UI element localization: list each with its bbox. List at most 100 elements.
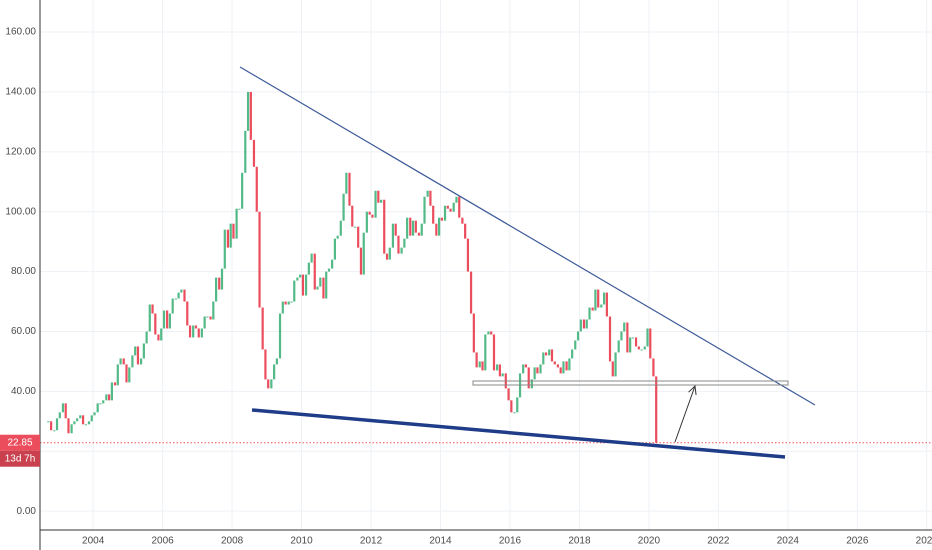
- candle: [136, 346, 140, 365]
- candle: [423, 196, 426, 224]
- candle: [194, 325, 198, 329]
- candle: [168, 313, 172, 329]
- candle: [53, 430, 56, 432]
- candle: [258, 211, 261, 308]
- candle: [255, 166, 258, 212]
- y-tick-label: 140.00: [5, 87, 36, 98]
- candle: [542, 352, 545, 365]
- candle: [524, 364, 528, 368]
- support-zone: [472, 380, 789, 386]
- candle: [655, 376, 658, 443]
- x-tick-label: 2020: [638, 536, 661, 547]
- candle: [293, 280, 296, 302]
- candle: [611, 361, 614, 377]
- candles: [40, 91, 932, 444]
- candle: [359, 247, 363, 275]
- candle: [458, 196, 461, 218]
- candle: [142, 343, 145, 359]
- candle: [252, 139, 256, 167]
- candle: [284, 301, 287, 305]
- candle: [481, 361, 484, 371]
- candle: [576, 331, 580, 341]
- candle: [55, 418, 59, 431]
- countdown-box: [0, 450, 40, 467]
- candle: [267, 379, 270, 389]
- candle: [249, 91, 252, 140]
- candle: [391, 223, 395, 248]
- candle: [411, 220, 415, 236]
- candle: [591, 307, 594, 311]
- candle: [600, 304, 603, 308]
- candle: [556, 364, 560, 368]
- candle: [226, 229, 230, 248]
- candle: [374, 190, 377, 218]
- candle: [496, 364, 499, 371]
- candle: [261, 307, 264, 350]
- candle: [151, 304, 154, 314]
- candle: [203, 316, 206, 329]
- candle: [273, 364, 276, 380]
- candle: [339, 220, 342, 236]
- candle: [539, 364, 542, 374]
- countdown-label: 13d 7h: [5, 453, 36, 464]
- candle: [220, 268, 224, 290]
- candle: [440, 217, 443, 221]
- candle: [108, 394, 111, 401]
- candle: [212, 301, 215, 320]
- candle: [507, 388, 510, 401]
- candle: [76, 418, 79, 422]
- upper-trendline: [239, 66, 816, 406]
- candle: [466, 238, 470, 272]
- candle: [316, 286, 319, 290]
- candle: [232, 223, 235, 239]
- candle: [188, 325, 192, 338]
- candle: [594, 289, 597, 311]
- y-tick-label: 60.00: [11, 326, 36, 337]
- candle: [629, 337, 632, 353]
- x-tick-label: 2018: [568, 536, 591, 547]
- candle: [218, 277, 221, 290]
- candle: [492, 334, 496, 371]
- candle: [353, 226, 357, 228]
- candle: [559, 367, 562, 374]
- candle: [177, 292, 180, 299]
- candle: [81, 415, 85, 425]
- candle: [498, 364, 501, 377]
- candle: [406, 217, 409, 239]
- candle: [345, 172, 348, 194]
- candle: [209, 316, 212, 320]
- candle: [183, 289, 186, 302]
- candle: [197, 328, 200, 338]
- last-price-box: [0, 434, 40, 451]
- candle: [319, 277, 322, 287]
- candle: [113, 382, 117, 386]
- candle: [70, 424, 73, 434]
- candle: [223, 229, 226, 269]
- arrow: [674, 386, 695, 443]
- candle: [215, 277, 218, 302]
- candle: [649, 328, 652, 359]
- candle: [241, 172, 244, 209]
- candle: [597, 289, 600, 308]
- candle: [47, 421, 50, 423]
- candle: [602, 292, 606, 305]
- candle: [513, 412, 516, 414]
- candle: [550, 349, 554, 362]
- candle: [154, 313, 157, 335]
- x-tick-label: 2014: [429, 536, 452, 547]
- candle: [84, 424, 87, 426]
- candle: [331, 259, 334, 269]
- x-tick-label: 2012: [360, 536, 383, 547]
- candle: [96, 403, 99, 413]
- candle: [139, 358, 143, 365]
- y-tick-label: 80.00: [11, 266, 36, 277]
- candle: [397, 235, 400, 254]
- lower-trendline: [251, 408, 786, 459]
- candle: [562, 361, 565, 374]
- candle: [244, 130, 247, 173]
- candle: [643, 346, 646, 350]
- candle: [446, 205, 449, 209]
- candle: [626, 322, 629, 353]
- candle: [478, 361, 481, 368]
